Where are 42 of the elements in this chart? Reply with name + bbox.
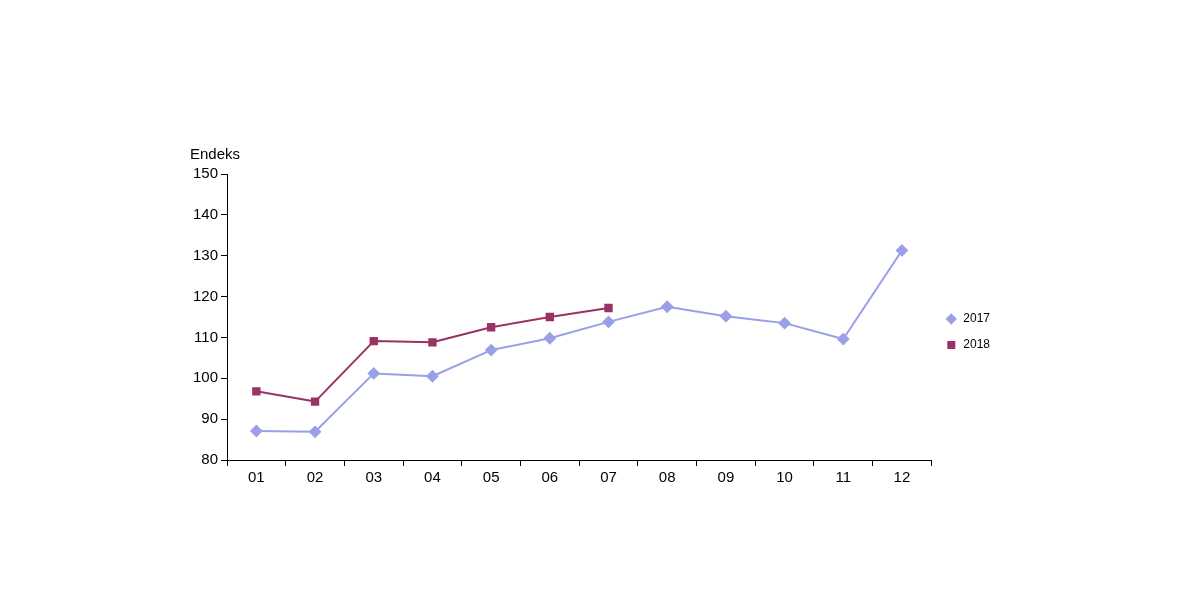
- y-tick-label: 120: [193, 286, 219, 304]
- y-tick-label: 110: [194, 327, 219, 345]
- y-tick-label: 140: [193, 205, 219, 222]
- x-tick-label: 06: [541, 468, 559, 486]
- point: [369, 336, 378, 346]
- y-axis-title: Endeks: [190, 144, 241, 162]
- x-tick-label: 03: [365, 468, 383, 486]
- x-tick-label: 02: [306, 468, 324, 486]
- y-tick-label: 150: [193, 164, 219, 182]
- point: [426, 370, 439, 383]
- point: [602, 315, 615, 328]
- point: [661, 300, 674, 313]
- point: [367, 367, 380, 380]
- x-tick-label: 05: [482, 468, 500, 486]
- x-tick-label: 01: [248, 468, 265, 486]
- point: [543, 332, 556, 345]
- x-tick-label: 04: [424, 468, 441, 486]
- x-tick-label: 12: [893, 468, 911, 486]
- point: [604, 303, 613, 313]
- point: [485, 344, 498, 357]
- point: [428, 338, 437, 347]
- legend-label: 2017: [963, 311, 991, 326]
- point: [486, 323, 496, 332]
- y-tick-label: 90: [201, 409, 219, 427]
- x-tick-label: 09: [717, 468, 735, 486]
- y-tick-label: 100: [193, 368, 219, 386]
- point: [310, 397, 320, 406]
- x-tick-label: 10: [776, 468, 793, 486]
- point: [895, 244, 908, 257]
- x-tick-label: 11: [835, 468, 852, 486]
- point: [837, 333, 850, 346]
- y-tick-label: 80: [201, 450, 219, 468]
- point: [719, 310, 732, 323]
- point: [252, 387, 261, 396]
- point: [778, 317, 791, 330]
- y-tick-label: 130: [193, 245, 219, 263]
- legend-label: 2018: [963, 337, 991, 352]
- x-tick-label: 07: [600, 468, 617, 486]
- x-tick-label: 08: [658, 468, 676, 486]
- point: [545, 312, 554, 322]
- point: [250, 424, 263, 437]
- point: [309, 425, 322, 438]
